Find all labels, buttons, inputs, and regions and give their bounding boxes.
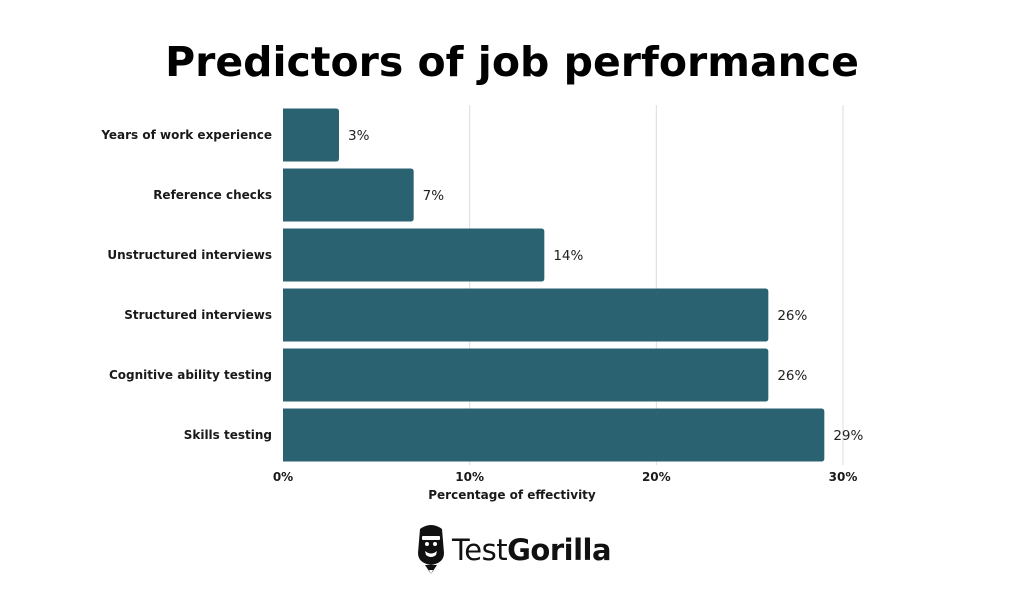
- brand-logo: TestGorilla: [416, 520, 612, 580]
- x-tick-label: 20%: [642, 470, 671, 484]
- bar: [283, 228, 545, 282]
- x-axis-ticks: 0% 10% 20% 30%: [273, 470, 858, 484]
- bar: [283, 108, 339, 162]
- bar: [283, 408, 825, 462]
- data-label: 26%: [777, 308, 807, 324]
- bar: [283, 288, 769, 342]
- bars: [283, 108, 825, 462]
- data-label: 14%: [553, 248, 583, 264]
- gorilla-head-icon: [418, 525, 444, 574]
- gridlines: [469, 105, 844, 465]
- category-label: Cognitive ability testing: [109, 368, 272, 382]
- data-label: 26%: [777, 368, 807, 384]
- brand-name-bold: Gorilla: [507, 533, 612, 567]
- x-tick-label: 0%: [273, 470, 293, 484]
- category-label: Structured interviews: [124, 308, 272, 322]
- x-tick-label: 30%: [829, 470, 858, 484]
- category-label: Years of work experience: [100, 128, 272, 142]
- data-label: 7%: [423, 188, 445, 204]
- data-label: 3%: [348, 128, 370, 144]
- bar: [283, 348, 769, 402]
- data-label: 29%: [833, 428, 863, 444]
- chart-title: Predictors of job performance: [165, 38, 859, 86]
- category-label: Unstructured interviews: [107, 248, 272, 262]
- brand-name: TestGorilla: [452, 533, 612, 567]
- x-axis-title: Percentage of effectivity: [428, 488, 596, 502]
- category-labels: Years of work experience Reference checks…: [100, 128, 272, 442]
- bar: [283, 168, 414, 222]
- category-label: Skills testing: [184, 428, 272, 442]
- category-label: Reference checks: [153, 188, 272, 202]
- x-tick-label: 10%: [455, 470, 484, 484]
- brand-name-regular: Test: [452, 533, 508, 567]
- data-labels: 3% 7% 14% 26% 26% 29%: [348, 128, 864, 444]
